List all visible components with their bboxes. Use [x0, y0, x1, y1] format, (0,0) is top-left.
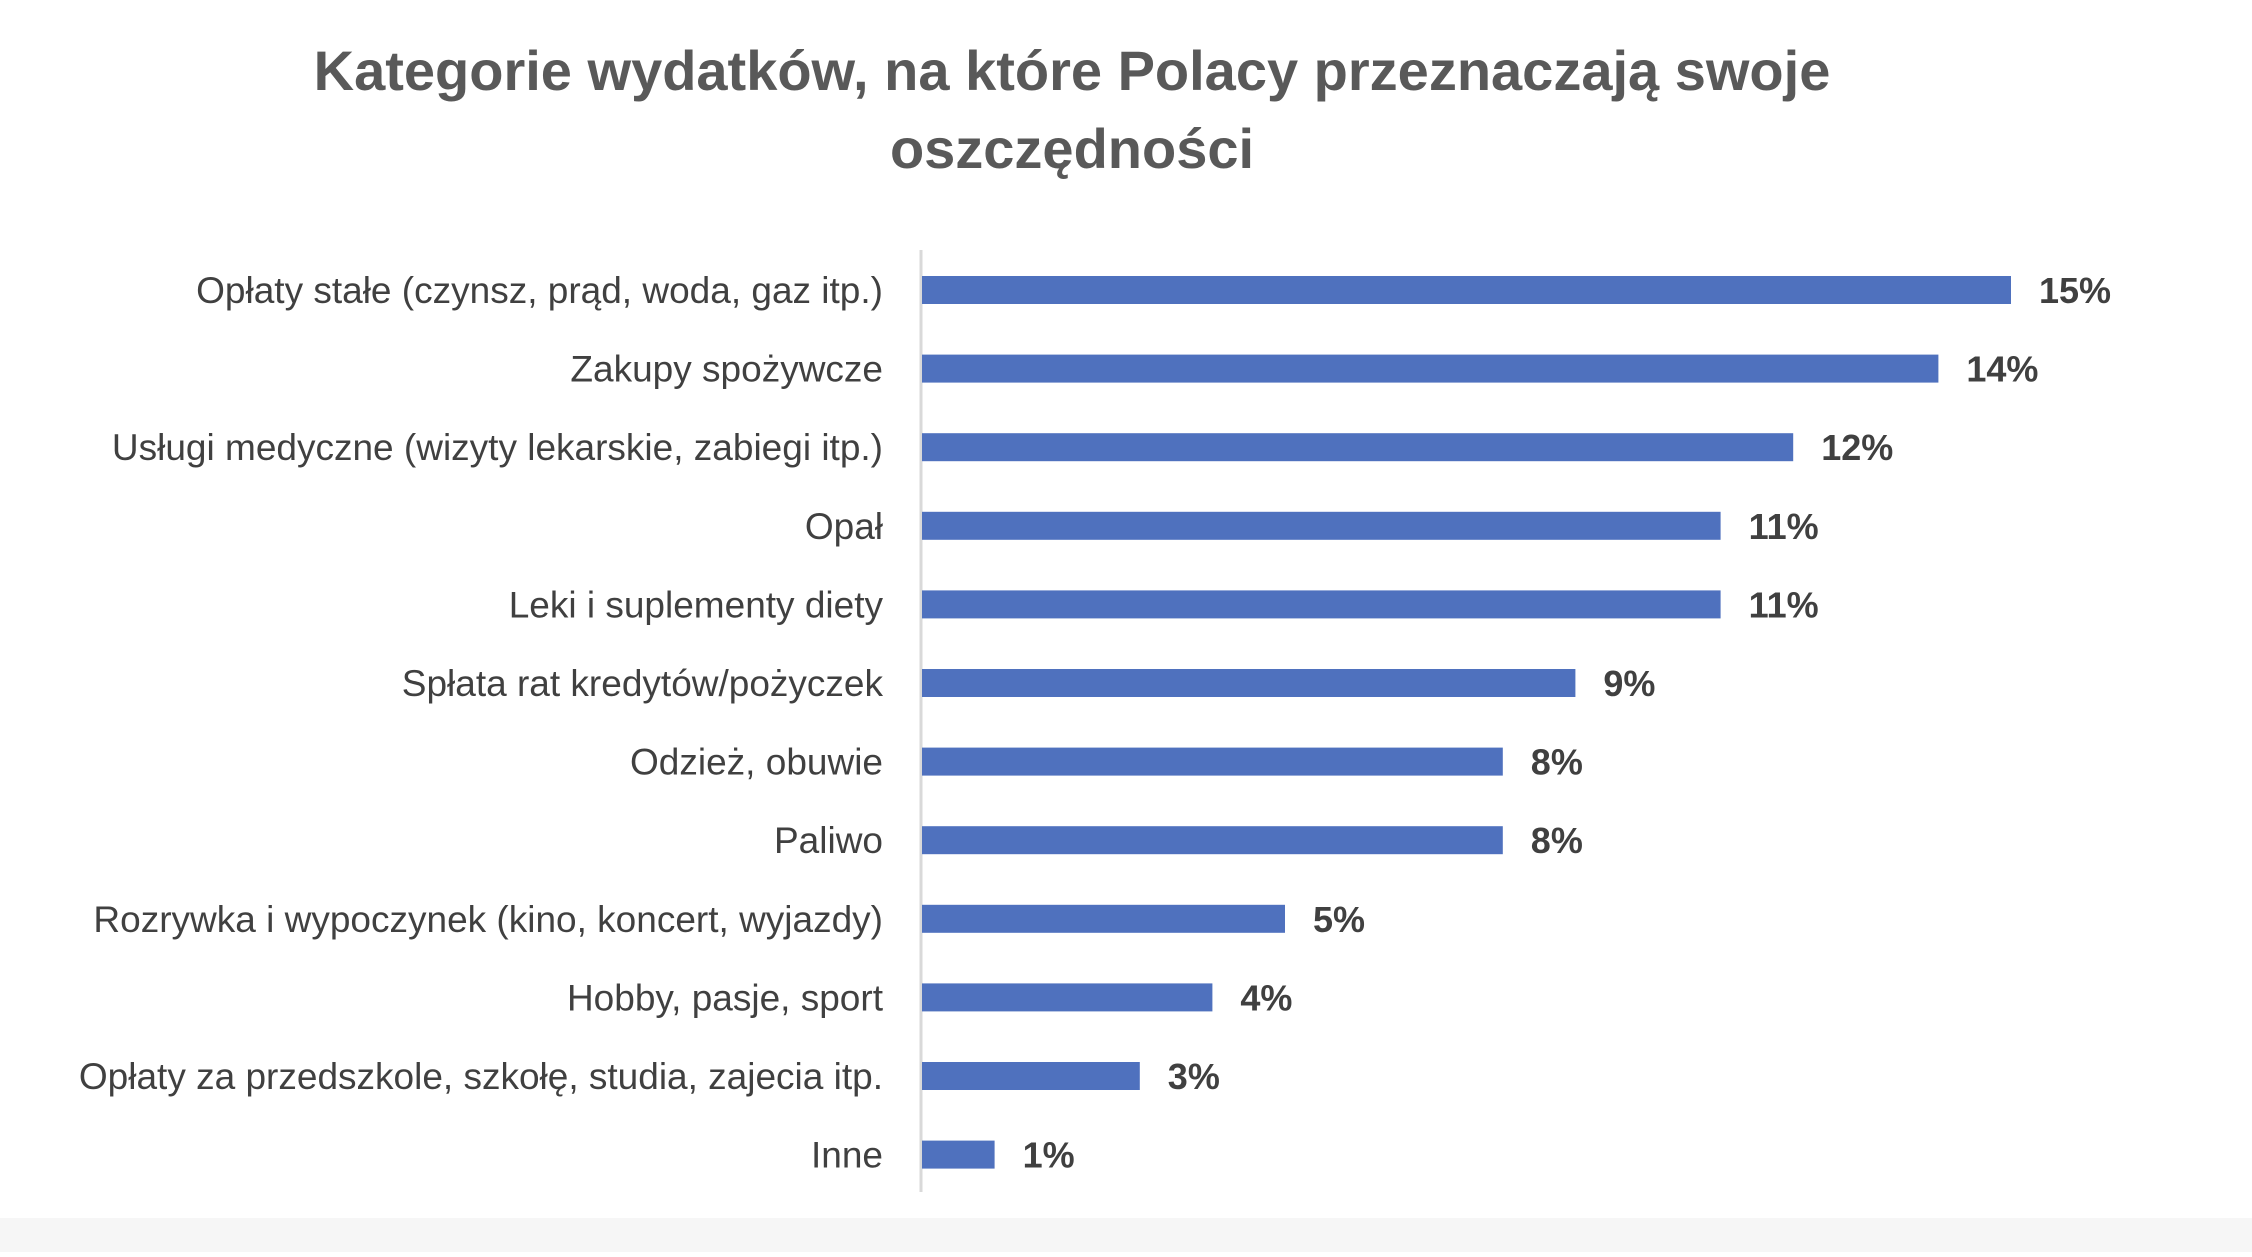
bar: [922, 276, 2011, 304]
bar: [922, 669, 1576, 697]
bar: [922, 433, 1794, 462]
category-label: Zakupy spożywcze: [570, 349, 883, 390]
bars: [922, 276, 2011, 1169]
chart-title-line-2: oszczędności: [890, 117, 1254, 180]
category-label: Opłaty za przedszkole, szkołę, studia, z…: [79, 1056, 883, 1097]
category-label: Hobby, pasje, sport: [567, 977, 884, 1018]
data-label: 11%: [1749, 584, 1819, 625]
category-label: Inne: [811, 1135, 883, 1176]
category-label: Spłata rat kredytów/pożyczek: [402, 663, 884, 704]
category-label: Leki i suplementy diety: [509, 584, 884, 625]
data-label: 14%: [1966, 349, 2038, 390]
data-label: 9%: [1603, 663, 1655, 704]
data-label: 12%: [1821, 427, 1893, 468]
data-label: 8%: [1531, 742, 1583, 783]
data-label: 1%: [1023, 1135, 1075, 1176]
data-label: 8%: [1531, 820, 1583, 861]
category-label: Usługi medyczne (wizyty lekarskie, zabie…: [112, 427, 883, 468]
category-label: Odzież, obuwie: [630, 742, 883, 783]
data-label: 5%: [1313, 899, 1365, 940]
chart-title: Kategorie wydatków, na które Polacy prze…: [314, 39, 1831, 180]
bar: [922, 1140, 995, 1169]
bar: [922, 511, 1721, 540]
category-label: Paliwo: [774, 820, 883, 861]
chart-title-line-1: Kategorie wydatków, na które Polacy prze…: [314, 39, 1831, 102]
category-label: Rozrywka i wypoczynek (kino, koncert, wy…: [93, 899, 883, 940]
data-label: 15%: [2039, 270, 2111, 311]
category-label: Opał: [805, 506, 883, 547]
bar: [922, 354, 1939, 383]
bar: [922, 904, 1285, 933]
data-label: 11%: [1749, 506, 1819, 547]
category-label: Opłaty stałe (czynsz, prąd, woda, gaz it…: [196, 270, 883, 311]
bar: [922, 1062, 1140, 1090]
data-labels: 15%14%12%11%11%9%8%8%5%4%3%1%: [1023, 270, 2111, 1176]
data-label: 4%: [1240, 977, 1292, 1018]
bar: [922, 590, 1721, 619]
bar: [922, 983, 1213, 1012]
data-label: 3%: [1168, 1056, 1220, 1097]
bar: [922, 826, 1503, 855]
bar: [922, 747, 1503, 776]
footer-band: [0, 1218, 2252, 1252]
category-labels: Opłaty stałe (czynsz, prąd, woda, gaz it…: [79, 270, 884, 1176]
